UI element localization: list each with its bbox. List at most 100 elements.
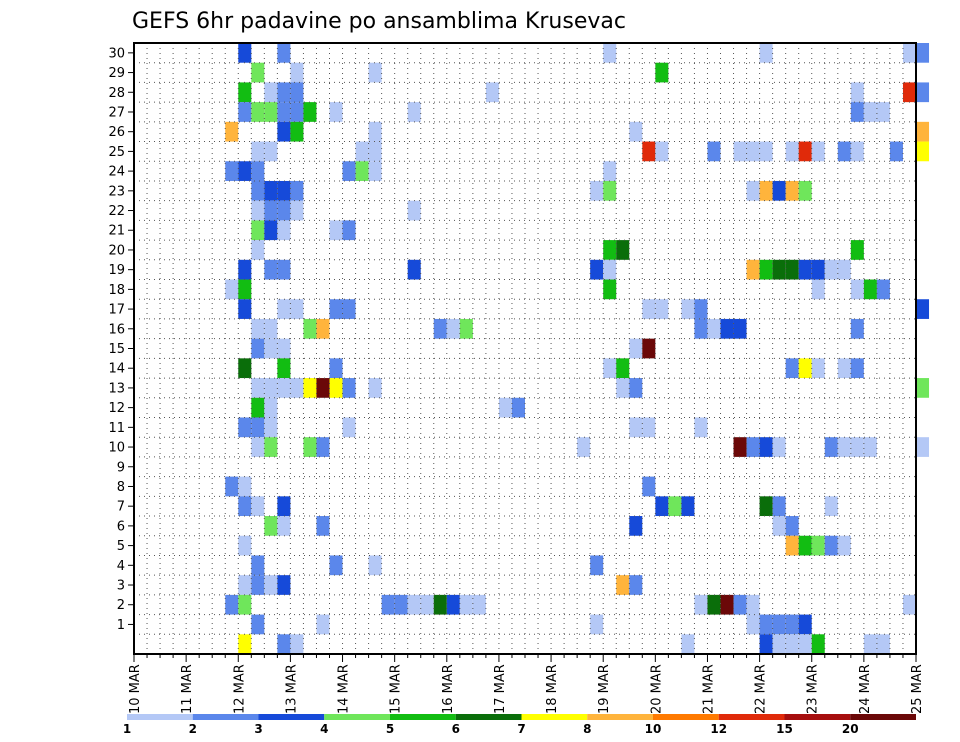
heatmap-cell	[433, 594, 447, 615]
heatmap-cell	[277, 180, 291, 201]
y-tick-label: 12	[108, 401, 125, 416]
heatmap-cell	[381, 594, 395, 615]
heatmap-cell	[655, 496, 669, 517]
heatmap-cell	[590, 555, 604, 576]
heatmap-cell	[264, 575, 278, 595]
heatmap-cell	[902, 82, 916, 103]
heatmap-cell	[498, 397, 512, 418]
heatmap-cell	[290, 200, 304, 221]
heatmap-cell	[264, 397, 278, 418]
y-tick-label: 13	[108, 381, 125, 396]
heatmap-cell	[902, 43, 916, 63]
heatmap-cell	[277, 43, 291, 63]
heatmap-cell	[238, 535, 252, 556]
heatmap-cell	[759, 141, 773, 162]
heatmap-cell	[746, 180, 760, 201]
colorbar-swatch	[587, 714, 653, 720]
heatmap-cell	[264, 417, 278, 438]
colorbar-label: 5	[386, 722, 394, 736]
heatmap-cell	[290, 180, 304, 201]
heatmap-cell	[824, 496, 838, 517]
heatmap-cell	[759, 259, 773, 280]
heatmap-cell	[798, 535, 812, 556]
x-tick-label: 10 MAR	[128, 664, 143, 714]
heatmap-cell	[603, 358, 617, 379]
heatmap-cell	[603, 279, 617, 300]
heatmap-cell	[785, 358, 799, 379]
heatmap-cell	[251, 575, 265, 595]
heatmap-cell	[616, 378, 630, 398]
heatmap-cell	[772, 614, 786, 635]
heatmap-cell	[902, 594, 916, 615]
heatmap-cell	[316, 378, 330, 398]
heatmap-cell	[889, 141, 903, 162]
heatmap-cell	[277, 121, 291, 142]
heatmap-cell	[238, 476, 252, 497]
heatmap-cell	[785, 516, 799, 536]
colorbar-swatch	[784, 714, 851, 720]
y-tick-label: 28	[108, 86, 125, 101]
heatmap-cell	[798, 634, 812, 654]
heatmap-cell	[277, 496, 291, 517]
x-tick-label: 20 MAR	[649, 664, 664, 714]
y-tick-label: 2	[117, 598, 125, 613]
heatmap-cell	[316, 318, 330, 339]
heatmap-cell	[277, 82, 291, 103]
heatmap-cell	[694, 318, 708, 339]
heatmap-cell	[590, 180, 604, 201]
y-tick-label: 21	[108, 224, 125, 239]
heatmap-cell	[264, 200, 278, 221]
y-tick-label: 1	[117, 618, 125, 633]
colorbar-swatch	[127, 714, 193, 720]
heatmap-cell	[785, 141, 799, 162]
heatmap-cell	[603, 43, 617, 63]
heatmap-cell	[329, 299, 343, 319]
heatmap-cell	[837, 437, 851, 457]
heatmap-cell	[251, 437, 265, 457]
heatmap-cell	[342, 220, 356, 241]
colorbar-label: 2	[189, 722, 197, 736]
heatmap-cell	[238, 634, 252, 654]
heatmap-cell	[759, 496, 773, 517]
heatmap-cell	[694, 299, 708, 319]
heatmap-cell	[603, 259, 617, 280]
heatmap-cell	[850, 82, 864, 103]
heatmap-cell	[251, 220, 265, 241]
heatmap-cell	[251, 200, 265, 221]
heatmap-cell	[707, 141, 721, 162]
heatmap-cell	[603, 161, 617, 181]
heatmap-cell	[629, 378, 643, 398]
heatmap-cell	[329, 102, 343, 122]
heatmap-cell	[694, 417, 708, 438]
heatmap-cell	[303, 378, 317, 398]
heatmap-cell	[251, 180, 265, 201]
heatmap-cell	[616, 358, 630, 379]
heatmap-cell	[264, 102, 278, 122]
colorbar-swatch	[850, 714, 916, 720]
heatmap-cell	[264, 82, 278, 103]
heatmap-cell	[916, 378, 930, 398]
heatmap-cell	[446, 318, 460, 339]
y-axis: 1234567891011121314151617181920212223242…	[108, 46, 134, 633]
colorbar-legend: 1 2 3 4 5 6 7 8 10 12 15 20	[123, 714, 916, 736]
heatmap-cell	[837, 141, 851, 162]
heatmap-cell	[264, 437, 278, 457]
colorbar-label: 10	[645, 722, 662, 736]
heatmap-cell	[251, 141, 265, 162]
heatmap-cell	[590, 614, 604, 635]
heatmap-cell	[316, 437, 330, 457]
heatmap-cell	[746, 614, 760, 635]
heatmap-cell	[329, 378, 343, 398]
heatmap-cell	[629, 516, 643, 536]
heatmap-cell	[316, 516, 330, 536]
heatmap-cell	[850, 279, 864, 300]
heatmap-cell	[772, 437, 786, 457]
heatmap-cell	[251, 614, 265, 635]
colorbar-swatch	[324, 714, 390, 720]
heatmap-cell	[772, 180, 786, 201]
heatmap-cell	[824, 259, 838, 280]
x-tick-label: 25 MAR	[910, 664, 925, 714]
colorbar-swatch	[390, 714, 456, 720]
heatmap-cell	[759, 180, 773, 201]
colorbar-swatch	[258, 714, 325, 720]
